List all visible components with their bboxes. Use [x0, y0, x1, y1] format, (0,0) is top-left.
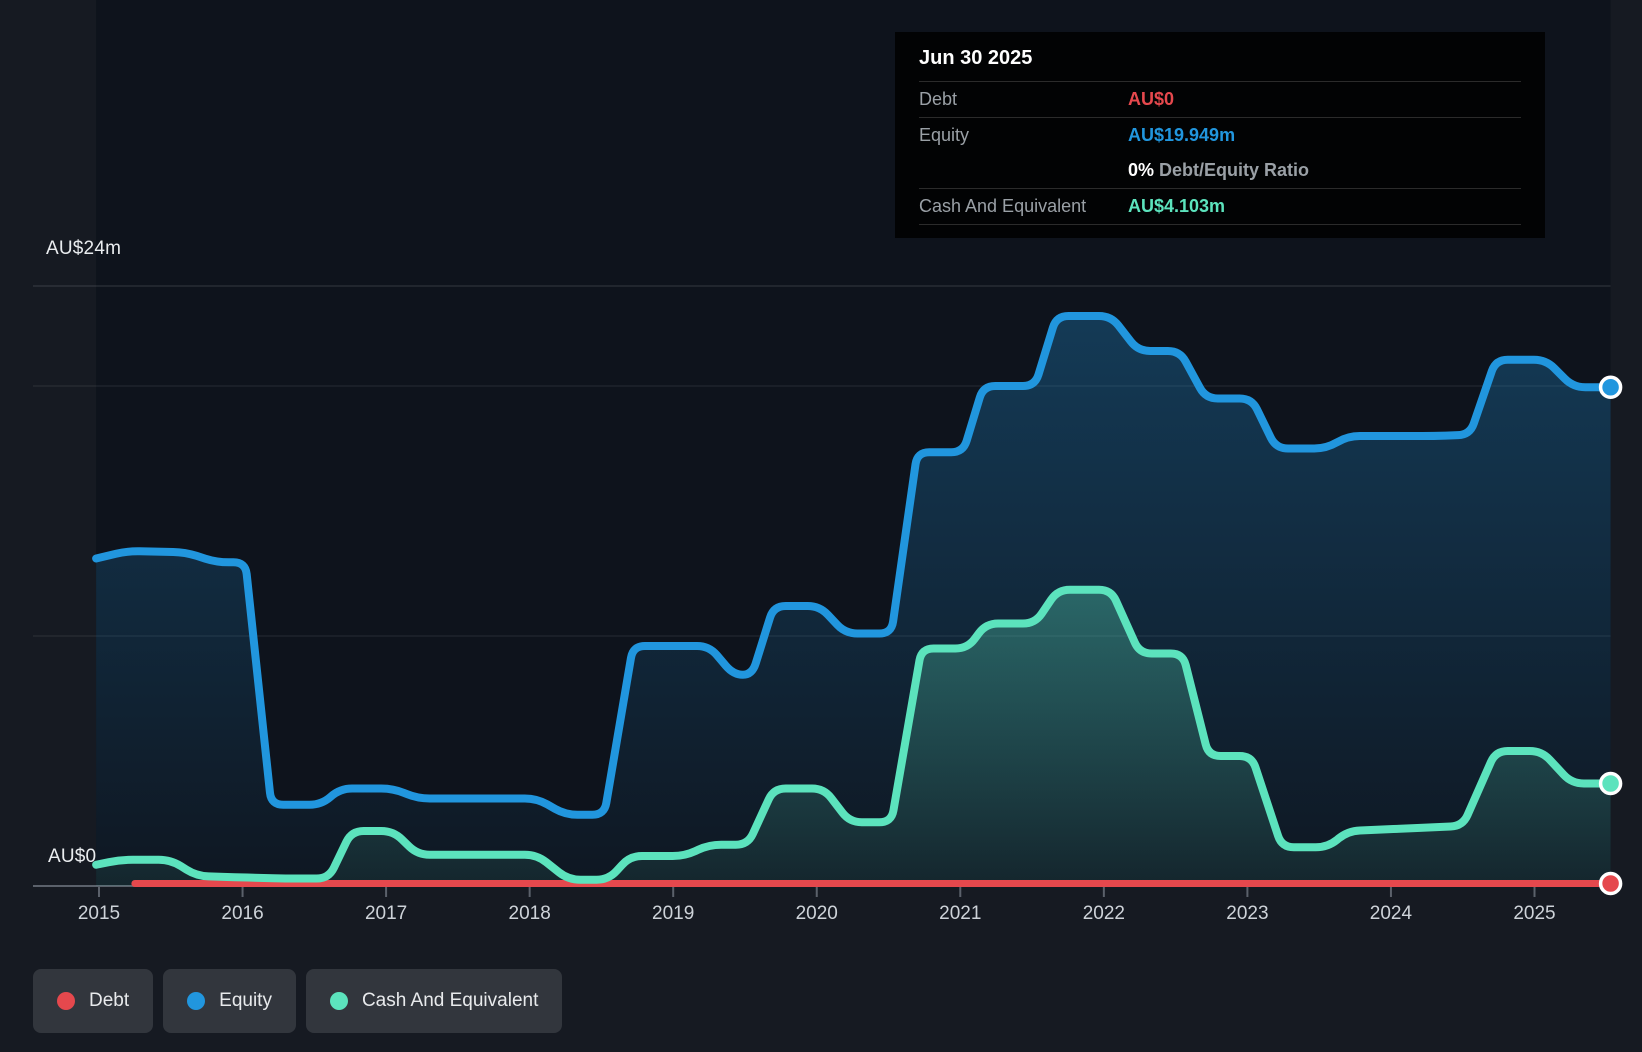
- tooltip-row-debt: Debt AU$0: [919, 81, 1521, 117]
- tooltip-row-ratio: 0% Debt/Equity Ratio: [919, 153, 1521, 188]
- legend-debt-label: Debt: [89, 990, 129, 1012]
- debt-series-dot-icon: [57, 992, 75, 1010]
- cash-series-dot-icon: [330, 992, 348, 1010]
- tooltip-bottom-rule: [919, 224, 1521, 238]
- x-axis-label-2017: 2017: [351, 903, 421, 925]
- legend-cash-label: Cash And Equivalent: [362, 990, 538, 1012]
- tooltip-debt-value: AU$0: [1128, 89, 1174, 110]
- y-axis-label-max: AU$24m: [46, 238, 121, 260]
- x-axis-label-2020: 2020: [782, 903, 852, 925]
- x-axis-label-2015: 2015: [64, 903, 134, 925]
- equity-series-dot-icon: [187, 992, 205, 1010]
- tooltip-debt-label: Debt: [919, 89, 1128, 110]
- tooltip-row-cash: Cash And Equivalent AU$4.103m: [919, 188, 1521, 224]
- x-axis-label-2024: 2024: [1356, 903, 1426, 925]
- tooltip-ratio-value: 0%: [1128, 160, 1154, 180]
- x-axis-label-2018: 2018: [495, 903, 565, 925]
- legend-item-equity[interactable]: Equity: [163, 969, 296, 1033]
- tooltip-equity-value: AU$19.949m: [1128, 125, 1235, 146]
- x-axis-label-2025: 2025: [1500, 903, 1570, 925]
- tooltip: Jun 30 2025 Debt AU$0 Equity AU$19.949m …: [895, 32, 1545, 238]
- x-axis-label-2016: 2016: [208, 903, 278, 925]
- tooltip-date: Jun 30 2025: [895, 32, 1545, 81]
- legend-item-debt[interactable]: Debt: [33, 969, 153, 1033]
- tooltip-cash-label: Cash And Equivalent: [919, 196, 1128, 217]
- tooltip-row-equity: Equity AU$19.949m: [919, 117, 1521, 153]
- x-axis-label-2021: 2021: [925, 903, 995, 925]
- x-axis-label-2023: 2023: [1212, 903, 1282, 925]
- x-axis-label-2022: 2022: [1069, 903, 1139, 925]
- end-marker-debt[interactable]: [1601, 874, 1621, 894]
- tooltip-ratio-label: Debt/Equity Ratio: [1159, 160, 1309, 180]
- y-axis-label-zero: AU$0: [48, 846, 96, 868]
- chart-root: AU$24m AU$0 Jun 30 2025 Debt AU$0 Equity…: [0, 0, 1642, 1052]
- tooltip-equity-label: Equity: [919, 125, 1128, 146]
- legend-item-cash[interactable]: Cash And Equivalent: [306, 969, 562, 1033]
- end-marker-equity[interactable]: [1601, 377, 1621, 397]
- end-marker-cash-and-equivalent[interactable]: [1601, 774, 1621, 794]
- legend-equity-label: Equity: [219, 990, 272, 1012]
- legend: Debt Equity Cash And Equivalent: [33, 969, 562, 1033]
- tooltip-cash-value: AU$4.103m: [1128, 196, 1225, 217]
- x-axis-label-2019: 2019: [638, 903, 708, 925]
